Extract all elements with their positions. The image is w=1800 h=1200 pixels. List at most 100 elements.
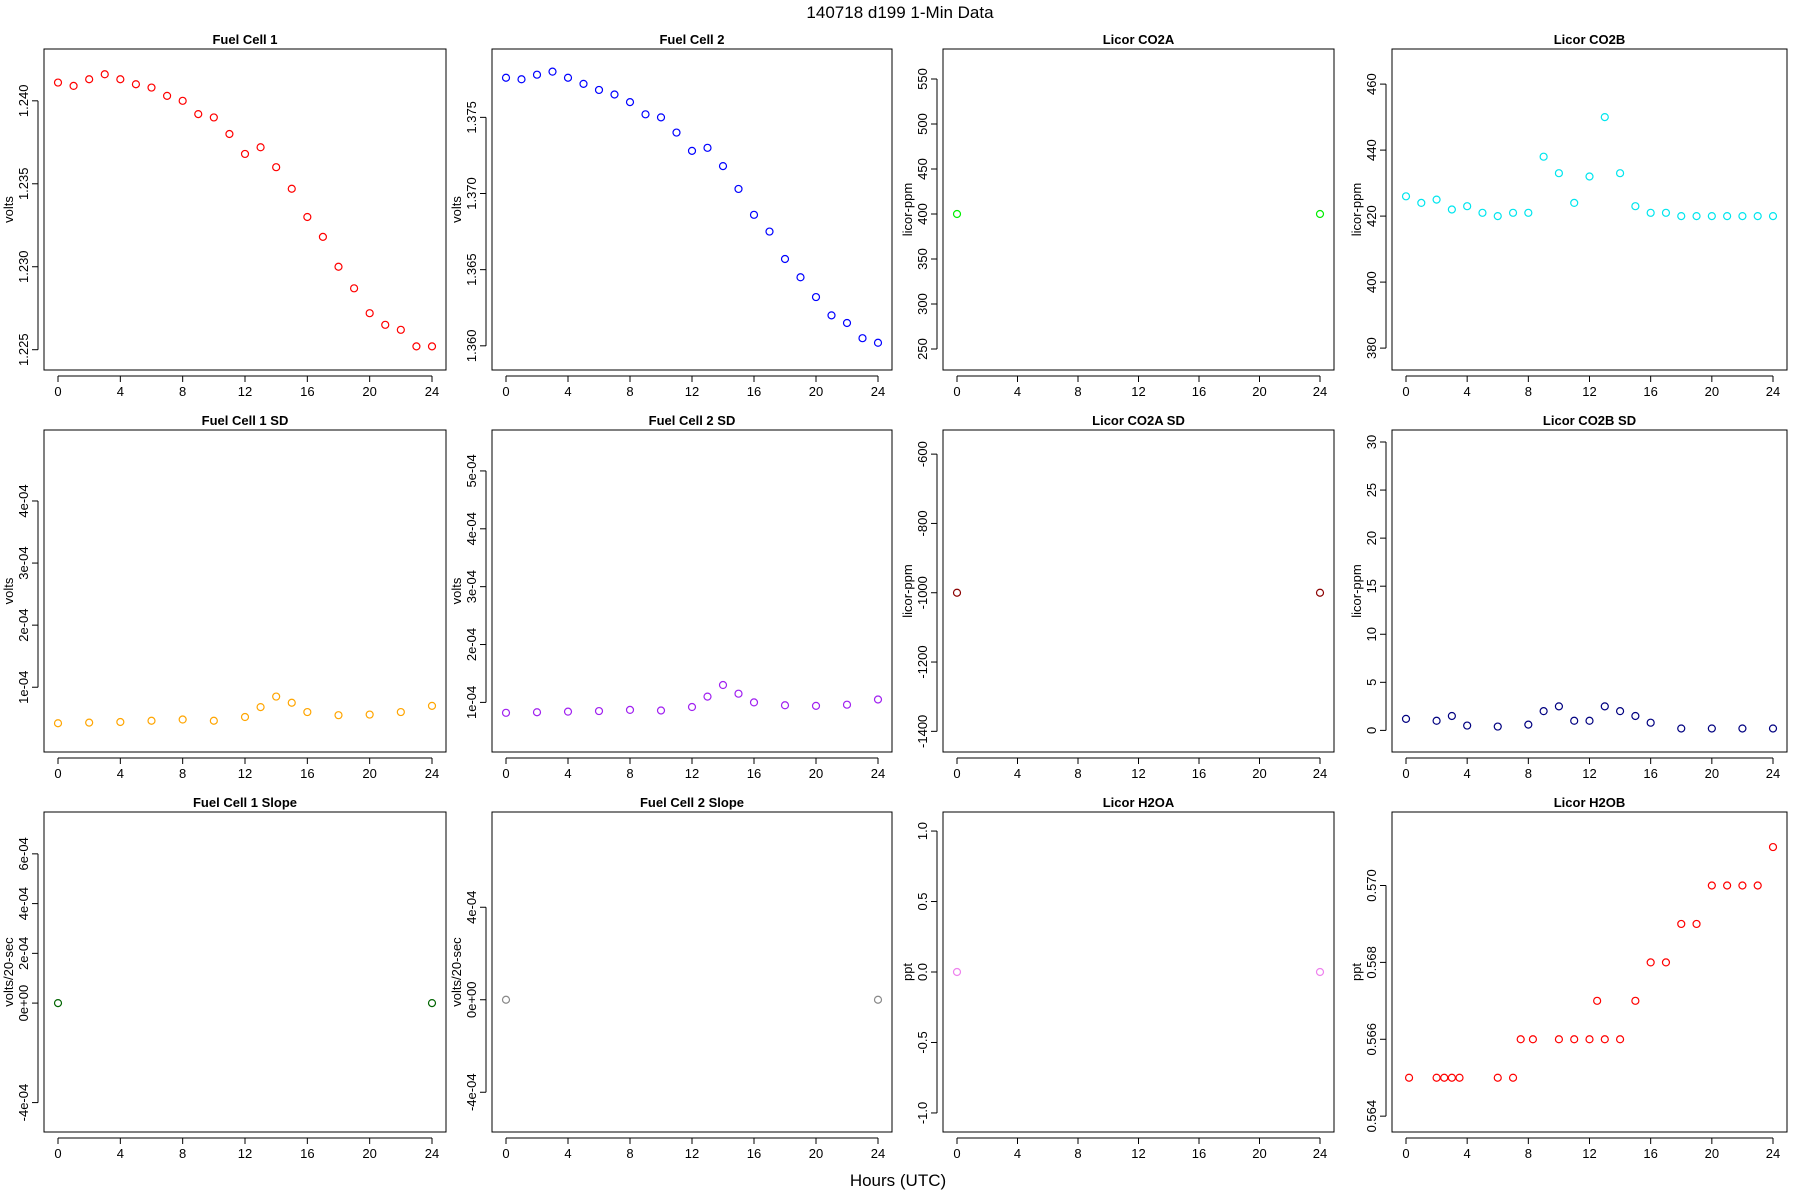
data-points [501,680,883,717]
panel-title: Licor CO2A SD [1092,413,1185,428]
plot-frame [942,429,1335,753]
y-tick-label: 1e-04 [464,686,479,719]
data-point [53,78,63,87]
data-point [718,680,728,690]
x-tick-label: 24 [871,1146,885,1161]
x-tick-label: 24 [425,766,439,781]
y-axis-label: volts/20-sec [449,937,464,1007]
data-point [1440,1073,1449,1082]
data-point [147,716,156,725]
data-point [1401,714,1411,723]
data-point [703,692,712,701]
data-points [952,967,1325,977]
y-tick-label: 5 [1364,679,1379,686]
data-point [1493,1073,1502,1082]
data-point [1508,1073,1518,1082]
x-tick-label: 20 [362,384,376,399]
y-axis-label: licor-ppm [900,564,915,617]
plot-frame [491,48,893,371]
figure-title: 140718 d199 1-Min Data [806,3,994,22]
x-tick-label: 4 [564,1146,571,1161]
data-point [1570,716,1579,725]
panel-co2b: Licor CO2B licor-ppm 0 4 8 12 16 20 24 380 400 420 4… [1349,32,1788,399]
y-tick-label: 400 [1364,271,1379,293]
data-point [501,73,511,82]
x-tick-label: 12 [238,1146,252,1161]
y-tick-label: 3e-04 [16,546,31,579]
data-point [1615,169,1625,178]
x-tick-label: 24 [1313,384,1327,399]
data-point [1401,192,1411,201]
y-tick-label: 25 [1364,483,1379,497]
y-tick-label: 4e-04 [16,887,31,920]
panel-fc2sd: Fuel Cell 2 SD volts 0 4 8 12 16 20 24 1e-04 2e-04… [449,413,893,781]
panel-title: Fuel Cell 2 SD [649,413,736,428]
x-tick-label: 4 [117,1146,124,1161]
data-point [381,320,390,329]
data-point [53,719,63,728]
data-point [1707,212,1716,221]
plot-frame [942,811,1335,1133]
y-tick-label: 15 [1364,579,1379,593]
data-point [765,227,774,236]
x-tick-label: 8 [1525,1146,1532,1161]
x-tick-label: 20 [809,384,823,399]
data-point [873,338,883,347]
data-point [1661,208,1671,217]
data-point [1447,205,1456,214]
panel-h2oa: Licor H2OA ppt 0 4 8 12 16 20 24 -1.0 -0.5 0.0 0.5 1.… [900,795,1335,1161]
y-tick-label: 1.365 [464,253,479,286]
data-point [1554,169,1564,178]
x-tick-label: 12 [685,384,699,399]
data-point [1539,152,1548,161]
x-tick-label: 16 [1192,766,1206,781]
data-point [303,707,312,717]
data-point [672,128,681,137]
y-tick-label: 0.564 [1364,1100,1379,1133]
x-tick-label: 12 [1582,1146,1596,1161]
y-tick-label: 300 [915,293,930,315]
data-point [532,70,542,79]
data-point [178,96,187,105]
data-point [952,588,962,597]
panel-co2a: Licor CO2A licor-ppm 0 4 8 12 16 20 24 250 300 350 4… [900,32,1335,399]
y-tick-label: -4e-04 [464,1073,479,1111]
x-tick-label: 4 [1014,384,1021,399]
plot-frame [942,48,1335,371]
data-point [1692,212,1701,221]
y-tick-label: 380 [1364,337,1379,359]
y-axis-label: ppt [900,963,915,981]
data-point [1524,208,1533,217]
data-point [1768,724,1778,733]
y-tick-label: 0.570 [1364,869,1379,902]
data-point [1478,208,1487,217]
data-point [1432,195,1441,204]
data-point [656,706,666,715]
data-point [287,184,296,193]
y-tick-label: 1.230 [16,250,31,283]
y-tick-label: 1.240 [16,85,31,118]
data-point [1615,1035,1625,1044]
data-point [1593,996,1602,1005]
data-point [1631,996,1640,1005]
data-point [1677,919,1686,929]
y-tick-label: 2e-04 [464,628,479,661]
x-tick-label: 4 [564,766,571,781]
plot-frame [1391,811,1788,1133]
data-point [100,70,109,79]
data-point [656,113,666,122]
data-point [842,318,852,328]
y-axis-label: volts [449,577,464,604]
data-point [1631,711,1640,721]
x-tick-label: 16 [300,1146,314,1161]
panel-title: Fuel Cell 1 SD [202,413,289,428]
data-point [734,184,743,194]
x-tick-label: 4 [117,384,124,399]
data-point [194,109,203,119]
data-point [131,80,141,89]
data-point [1707,724,1716,733]
y-tick-label: 0e+00 [16,985,31,1022]
y-tick-label: 4e-04 [464,512,479,545]
y-tick-label: 1.235 [16,168,31,201]
y-tick-label: -800 [915,510,930,536]
